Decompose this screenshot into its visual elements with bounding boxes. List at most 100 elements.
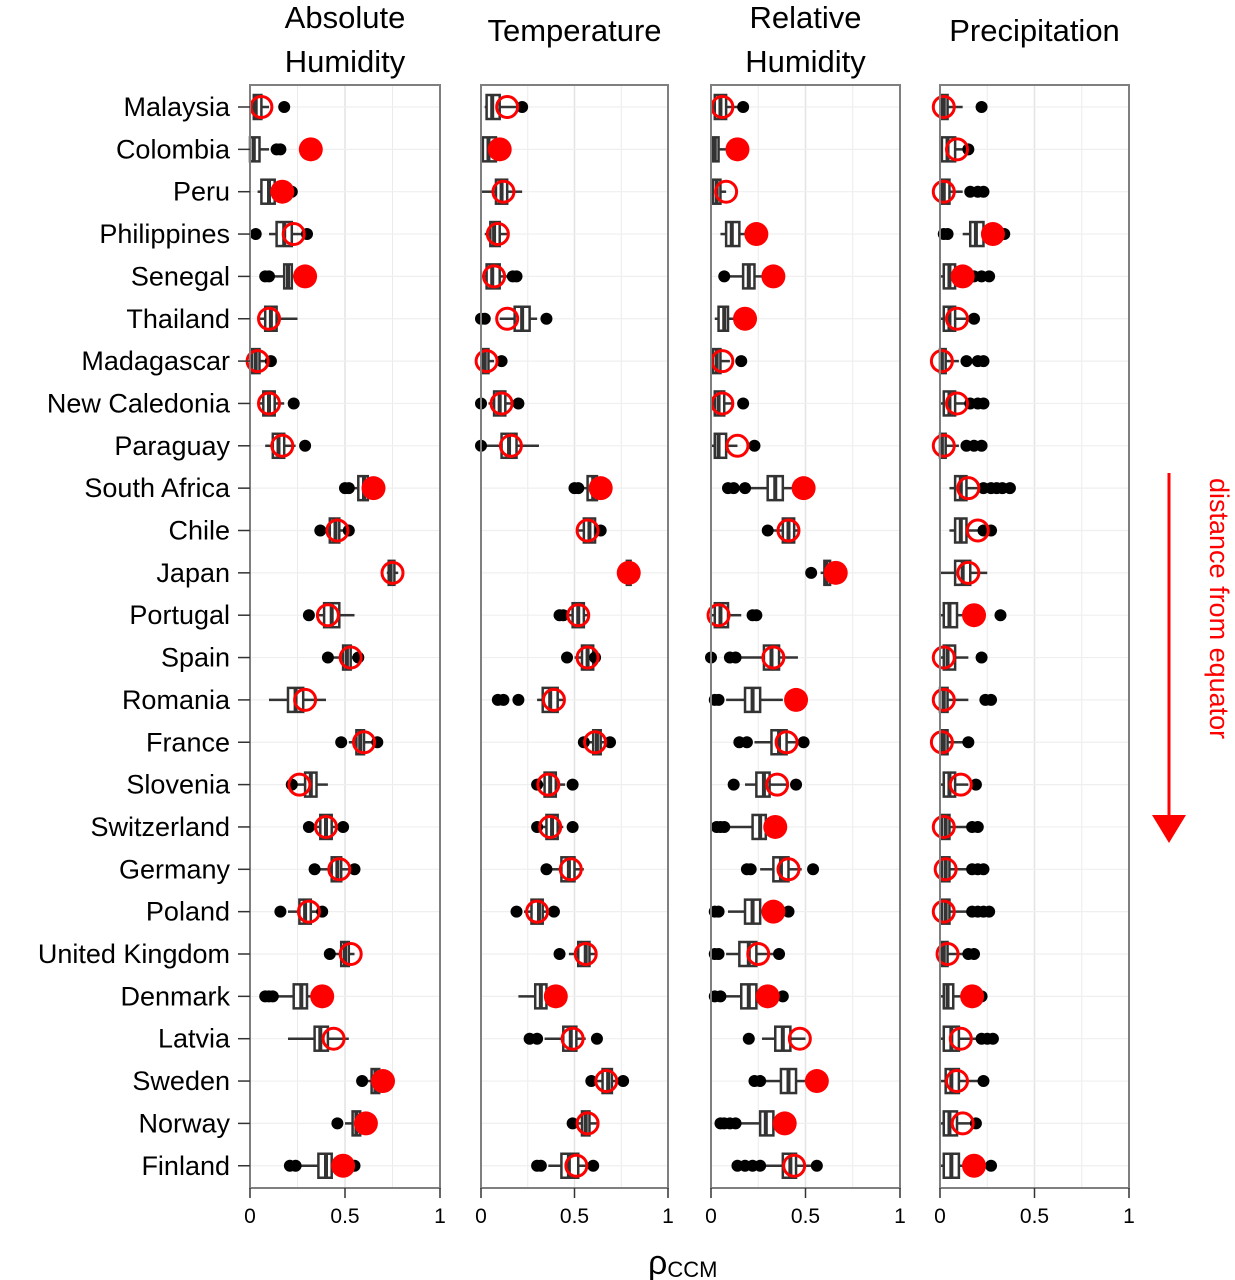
outlier-relative-humidity-portugal: [750, 609, 763, 622]
outlier-relative-humidity-denmark: [714, 990, 727, 1003]
outlier-precipitation-romania: [985, 693, 998, 706]
outlier-temperature-romania: [512, 693, 525, 706]
outlier-temperature-sweden: [585, 1075, 598, 1088]
rho-point-temperature-new-caledonia: [489, 391, 514, 416]
x-tick-label-absolute-humidity: 1: [434, 1205, 446, 1228]
facet-title-temperature: Temperature: [487, 13, 661, 48]
rho-point-precipitation-thailand: [945, 306, 970, 331]
rho-point-temperature-finland: [564, 1153, 589, 1178]
outlier-temperature-france: [604, 736, 617, 749]
rho-point-relative-humidity-latvia: [787, 1026, 812, 1051]
rho-point-precipitation-madagascar: [929, 349, 954, 374]
rho-point-absolute-humidity-paraguay: [270, 433, 295, 458]
x-tick-label-temperature: 0: [475, 1205, 487, 1228]
outlier-temperature-germany: [540, 863, 553, 876]
outlier-precipitation-poland: [983, 905, 996, 918]
rho-point-temperature-portugal: [566, 603, 591, 628]
x-tick-label-temperature: 1: [662, 1205, 674, 1228]
row-label-sweden: Sweden: [132, 1066, 230, 1096]
outlier-absolute-humidity-sweden: [356, 1075, 369, 1088]
outlier-absolute-humidity-united-kingdom: [323, 948, 336, 960]
outlier-relative-humidity-paraguay: [748, 439, 761, 452]
outlier-relative-humidity-romania: [712, 693, 725, 706]
row-label-spain: Spain: [161, 643, 230, 673]
row-label-japan: Japan: [156, 558, 230, 588]
rho-point-precipitation-finland: [962, 1153, 987, 1178]
outlier-absolute-humidity-switzerland: [337, 820, 350, 833]
rho-point-relative-humidity-philippines: [744, 222, 769, 247]
outlier-relative-humidity-chile: [761, 524, 774, 537]
outlier-precipitation-latvia: [986, 1032, 999, 1045]
row-label-colombia: Colombia: [116, 134, 231, 164]
rho-point-relative-humidity-japan: [823, 560, 848, 585]
outlier-relative-humidity-poland: [782, 905, 795, 918]
rho-point-precipitation-malaysia: [931, 95, 956, 119]
rho-point-absolute-humidity-poland: [296, 899, 321, 924]
outlier-relative-humidity-madagascar: [735, 355, 748, 368]
rho-point-absolute-humidity-latvia: [321, 1026, 346, 1051]
rho-point-temperature-japan: [616, 560, 641, 585]
outlier-temperature-malaysia: [516, 101, 529, 113]
outlier-precipitation-spain: [975, 651, 988, 664]
x-tick-label-precipitation: 0.5: [1020, 1205, 1049, 1228]
rho-point-temperature-spain: [575, 645, 600, 670]
rho-point-temperature-south-africa: [588, 476, 613, 501]
facet-title-absolute-humidity: Absolute: [285, 0, 406, 35]
row-label-norway: Norway: [138, 1108, 230, 1138]
outlier-absolute-humidity-south-africa: [342, 482, 355, 495]
rho-point-temperature-thailand: [495, 306, 520, 331]
outlier-temperature-madagascar: [495, 355, 508, 368]
rho-point-relative-humidity-denmark: [755, 984, 780, 1009]
x-tick-label-precipitation: 1: [1123, 1205, 1135, 1228]
outlier-temperature-portugal: [557, 609, 570, 622]
rho-point-temperature-senegal: [482, 264, 507, 289]
rho-point-absolute-humidity-chile: [325, 518, 350, 543]
rho-point-relative-humidity-united-kingdom: [746, 942, 771, 966]
rho-point-temperature-romania: [541, 687, 566, 712]
outlier-temperature-poland: [510, 905, 523, 918]
rho-point-relative-humidity-thailand: [733, 306, 758, 331]
row-label-south-africa: South Africa: [84, 473, 231, 503]
outlier-precipitation-new-caledonia: [977, 397, 990, 410]
outlier-absolute-humidity-germany: [308, 863, 321, 876]
rho-point-precipitation-slovenia: [948, 772, 973, 797]
x-tick-label-temperature: 0.5: [560, 1205, 589, 1228]
outlier-precipitation-switzerland: [971, 820, 984, 833]
label-layer: Malaysia Colombia Peru Philippines Senegal Th…: [38, 0, 1135, 1228]
rho-point-relative-humidity-portugal: [706, 603, 731, 628]
outlier-temperature-south-africa: [572, 482, 585, 495]
rho-point-absolute-humidity-japan: [380, 560, 405, 585]
outlier-absolute-humidity-germany: [348, 863, 361, 876]
outlier-relative-humidity-latvia: [742, 1032, 755, 1045]
rho-point-temperature-malaysia: [495, 95, 520, 119]
rho-point-temperature-sweden: [594, 1069, 619, 1094]
outlier-relative-humidity-sweden: [754, 1075, 767, 1088]
rho-point-absolute-humidity-finland: [331, 1153, 356, 1178]
outlier-relative-humidity-new-caledonia: [737, 397, 750, 410]
rho-point-temperature-colombia: [487, 137, 512, 162]
outlier-temperature-spain: [561, 651, 574, 664]
row-label-senegal: Senegal: [131, 261, 230, 291]
rho-point-relative-humidity-south-africa: [791, 476, 816, 501]
outlier-precipitation-slovenia: [969, 778, 982, 791]
rho-point-relative-humidity-spain: [761, 645, 786, 670]
outlier-absolute-humidity-paraguay: [299, 439, 312, 452]
rho-point-absolute-humidity-senegal: [293, 264, 318, 289]
rho-point-relative-humidity-france: [774, 730, 799, 755]
outlier-relative-humidity-south-africa: [739, 482, 752, 495]
x-tick-label-relative-humidity: 0: [705, 1205, 717, 1228]
row-label-united-kingdom: United Kingdom: [38, 939, 230, 969]
outlier-temperature-norway: [566, 1117, 579, 1130]
outlier-relative-humidity-germany: [807, 863, 820, 876]
rho-point-relative-humidity-romania: [784, 687, 809, 712]
rho-point-temperature-united-kingdom: [573, 942, 598, 966]
x-tick-label-precipitation: 0: [934, 1205, 946, 1228]
distance-annotation-label: distance from equator: [1204, 478, 1234, 739]
outlier-absolute-humidity-norway: [331, 1117, 344, 1130]
outlier-temperature-united-kingdom: [553, 948, 566, 960]
row-label-slovenia: Slovenia: [126, 770, 231, 800]
outlier-precipitation-united-kingdom: [968, 948, 981, 960]
outlier-temperature-finland: [534, 1159, 547, 1172]
rho-point-temperature-poland: [525, 899, 550, 924]
row-label-madagascar: Madagascar: [81, 346, 230, 376]
